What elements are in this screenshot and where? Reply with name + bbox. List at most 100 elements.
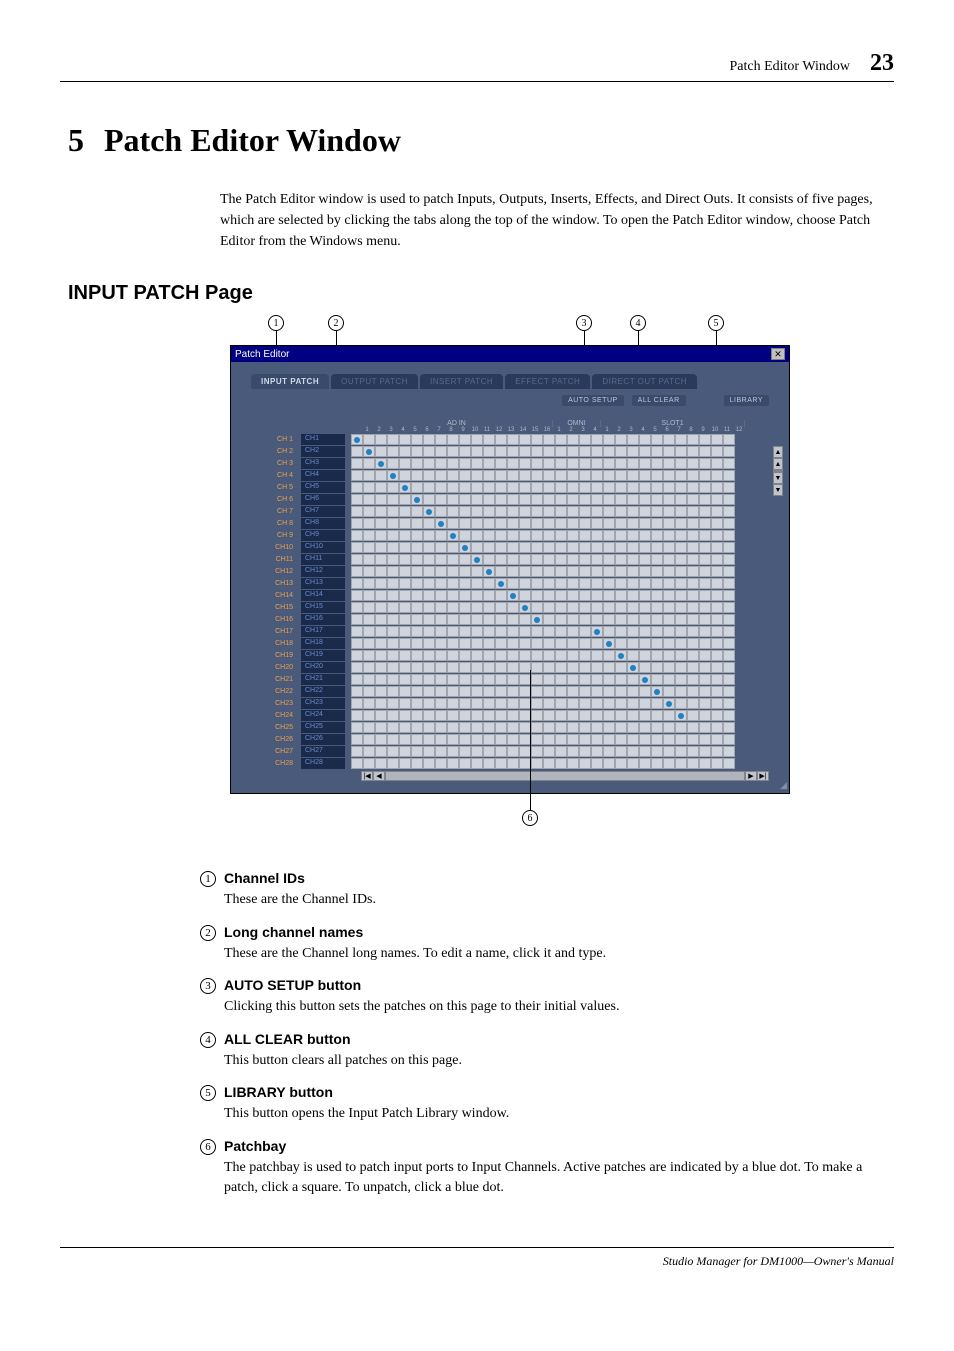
patch-cell[interactable] [435, 458, 447, 469]
patch-cell[interactable] [603, 470, 615, 481]
patch-cell[interactable] [579, 470, 591, 481]
patch-cell[interactable] [495, 614, 507, 625]
patch-cell[interactable] [351, 566, 363, 577]
patch-cell[interactable] [399, 710, 411, 721]
patch-cell[interactable] [615, 470, 627, 481]
patch-cell[interactable] [687, 698, 699, 709]
patch-cell[interactable] [471, 542, 483, 553]
patch-cell[interactable] [615, 638, 627, 649]
patch-cell[interactable] [363, 626, 375, 637]
patch-cell[interactable] [651, 506, 663, 517]
patch-cell[interactable] [639, 458, 651, 469]
patch-cell[interactable] [543, 518, 555, 529]
patch-cell[interactable] [651, 542, 663, 553]
patch-cell[interactable] [723, 482, 735, 493]
patch-cell[interactable] [531, 542, 543, 553]
patch-cell[interactable] [591, 602, 603, 613]
patch-cell[interactable] [663, 710, 675, 721]
patch-cell[interactable] [711, 602, 723, 613]
patch-cell[interactable] [507, 650, 519, 661]
patch-cell[interactable] [651, 614, 663, 625]
patch-cell[interactable] [675, 674, 687, 685]
patch-cell[interactable] [699, 590, 711, 601]
patch-cell[interactable] [447, 746, 459, 757]
patch-cell[interactable] [723, 698, 735, 709]
patch-cell[interactable] [507, 458, 519, 469]
patch-cell[interactable] [507, 554, 519, 565]
patch-cell[interactable] [663, 506, 675, 517]
patch-cell[interactable] [615, 746, 627, 757]
patch-cell[interactable] [483, 434, 495, 445]
patch-cell[interactable] [435, 434, 447, 445]
patch-cell[interactable] [459, 590, 471, 601]
patch-cell[interactable] [435, 758, 447, 769]
patch-cell[interactable] [555, 710, 567, 721]
patch-cell[interactable] [663, 734, 675, 745]
patch-cell[interactable] [699, 722, 711, 733]
patch-cell[interactable] [447, 686, 459, 697]
patch-cell[interactable] [627, 686, 639, 697]
patch-cell[interactable] [435, 650, 447, 661]
patch-cell[interactable] [603, 578, 615, 589]
patch-cell[interactable] [579, 662, 591, 673]
patch-cell[interactable] [351, 734, 363, 745]
patch-cell[interactable] [627, 722, 639, 733]
patch-cell[interactable] [711, 518, 723, 529]
patch-cell[interactable] [495, 710, 507, 721]
patch-cell[interactable] [567, 674, 579, 685]
patch-cell[interactable] [651, 446, 663, 457]
patch-cell[interactable] [447, 542, 459, 553]
patch-cell[interactable] [567, 446, 579, 457]
patch-cell[interactable] [567, 650, 579, 661]
patch-cell[interactable] [483, 614, 495, 625]
patch-cell[interactable] [615, 710, 627, 721]
patch-cell[interactable] [411, 638, 423, 649]
patch-cell[interactable] [483, 578, 495, 589]
patch-cell[interactable] [531, 662, 543, 673]
channel-name[interactable]: CH8 [301, 518, 345, 529]
patch-cell[interactable] [723, 602, 735, 613]
patch-cell[interactable] [363, 506, 375, 517]
patch-cell[interactable] [579, 554, 591, 565]
patch-cell[interactable] [459, 542, 471, 553]
patch-cell[interactable] [711, 482, 723, 493]
patch-cell[interactable] [411, 542, 423, 553]
patch-cell[interactable] [507, 470, 519, 481]
patch-cell[interactable] [663, 446, 675, 457]
patch-cell[interactable] [639, 530, 651, 541]
patch-cell[interactable] [639, 686, 651, 697]
patch-cell[interactable] [423, 554, 435, 565]
patch-cell[interactable] [699, 626, 711, 637]
patch-cell[interactable] [447, 554, 459, 565]
patch-cell[interactable] [351, 542, 363, 553]
patch-cell[interactable] [411, 602, 423, 613]
patch-cell[interactable] [675, 470, 687, 481]
patch-cell[interactable] [651, 662, 663, 673]
tab-effect-patch[interactable]: EFFECT PATCH [505, 374, 590, 389]
patch-cell[interactable] [603, 662, 615, 673]
patch-cell[interactable] [399, 470, 411, 481]
patch-cell[interactable] [471, 494, 483, 505]
patch-cell[interactable] [555, 662, 567, 673]
close-icon[interactable]: ✕ [771, 348, 785, 360]
patch-cell[interactable] [591, 566, 603, 577]
patch-cell[interactable] [399, 506, 411, 517]
patch-cell[interactable] [423, 614, 435, 625]
patch-cell[interactable] [435, 626, 447, 637]
patch-cell[interactable] [591, 446, 603, 457]
patch-cell[interactable] [483, 530, 495, 541]
tab-insert-patch[interactable]: INSERT PATCH [420, 374, 503, 389]
patch-cell[interactable] [567, 698, 579, 709]
patch-cell[interactable] [543, 470, 555, 481]
patch-cell[interactable] [387, 590, 399, 601]
scroll-right-icon[interactable]: ▶ [745, 771, 757, 781]
patch-cell[interactable] [663, 518, 675, 529]
patch-cell[interactable] [495, 458, 507, 469]
patch-cell[interactable] [411, 686, 423, 697]
patch-cell[interactable] [603, 650, 615, 661]
patch-cell[interactable] [387, 566, 399, 577]
patch-cell[interactable] [699, 614, 711, 625]
patch-cell[interactable] [723, 638, 735, 649]
patch-cell[interactable] [495, 578, 507, 589]
patch-cell[interactable] [435, 734, 447, 745]
